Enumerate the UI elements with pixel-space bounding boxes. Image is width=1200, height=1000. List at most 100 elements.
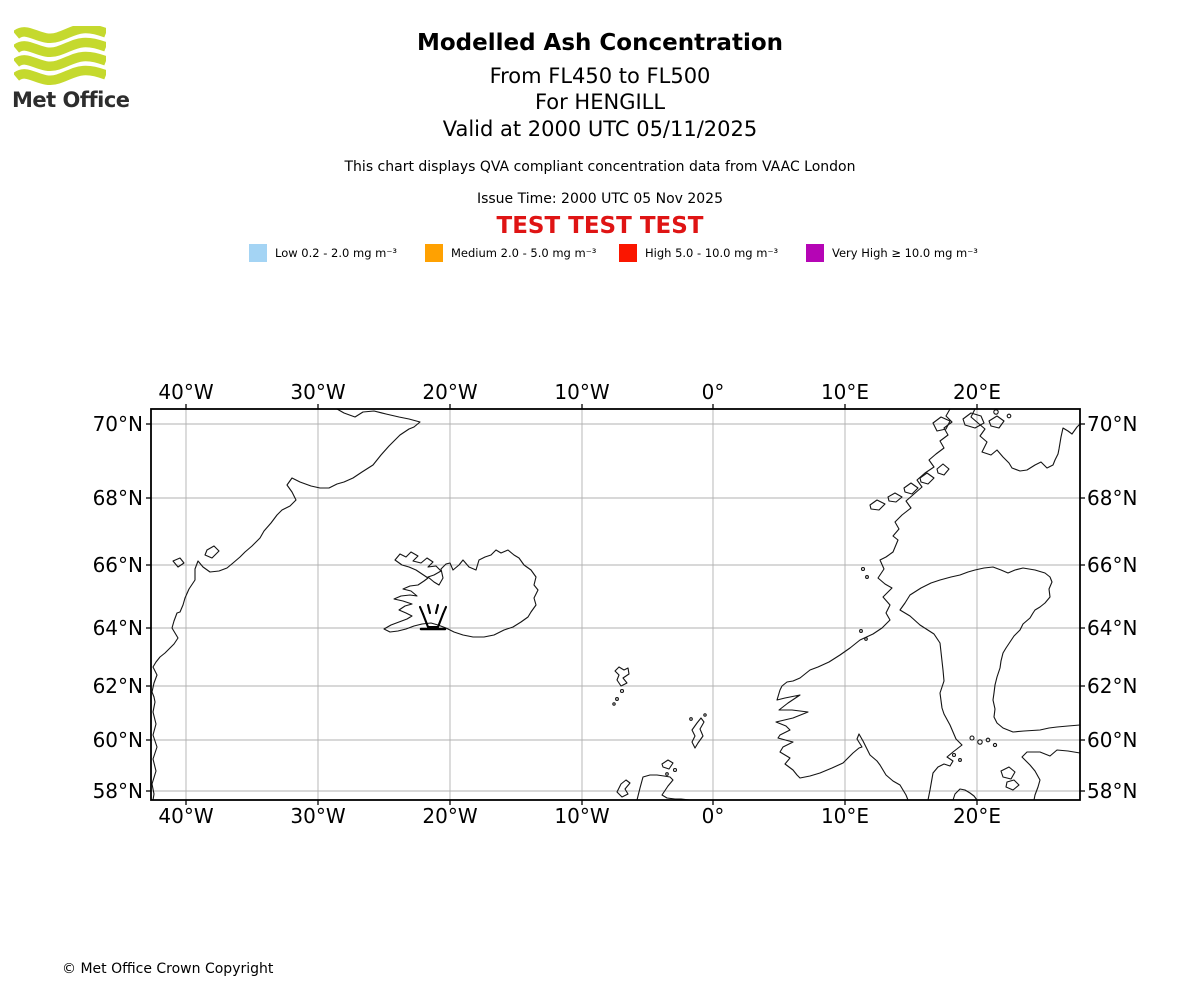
island-lofoten-1	[869, 499, 886, 511]
lon-label-bottom-0: 40°W	[158, 804, 214, 828]
legend-label-low: Low 0.2 - 2.0 mg m⁻³	[275, 246, 398, 260]
island-lofoten-5	[936, 463, 950, 476]
lon-label-top-5: 10°E	[820, 380, 870, 404]
island-faroe-dot-1	[619, 688, 625, 694]
island-orkney	[661, 759, 674, 770]
legend-swatch-high	[619, 244, 637, 262]
island-kvaloya	[988, 415, 1005, 429]
subtitle-flight-levels: From FL450 to FL500	[489, 64, 711, 88]
lon-label-bottom-2: 20°W	[422, 804, 478, 828]
island-lofoten-4	[919, 472, 935, 485]
lon-label-top-3: 10°W	[554, 380, 610, 404]
legend-item-very-high: Very High ≥ 10.0 mg m⁻³	[806, 244, 978, 262]
lat-label-left-5: 60°N	[92, 728, 143, 752]
island-aland-2	[977, 739, 983, 745]
lon-label-bottom-1: 30°W	[290, 804, 346, 828]
island-aland-1	[969, 735, 975, 741]
island-shetland-dot-1	[689, 717, 693, 721]
island-senja	[962, 412, 985, 429]
coastlines	[151, 408, 1081, 801]
lat-label-left-2: 66°N	[92, 553, 143, 577]
legend-item-high: High 5.0 - 10.0 mg m⁻³	[619, 244, 778, 262]
lat-label-left-0: 70°N	[92, 412, 143, 436]
coast-scotland	[636, 774, 691, 801]
island-coastal-dot-2	[865, 575, 869, 579]
lat-label-right-5: 60°N	[1087, 728, 1138, 752]
coast-baltic-bothnia	[899, 566, 1081, 801]
copyright: © Met Office Crown Copyright	[62, 961, 274, 977]
island-hiiumaa	[1005, 779, 1020, 791]
legend-swatch-medium	[425, 244, 443, 262]
island-orkney-dot-2	[665, 772, 669, 776]
volcano-spike-2	[426, 603, 432, 615]
coast-norway-north	[970, 408, 1081, 472]
lat-label-right-3: 64°N	[1087, 616, 1138, 640]
axis-ticks	[146, 404, 1085, 805]
subtitle-valid-time: Valid at 2000 UTC 05/11/2025	[442, 117, 758, 141]
island-stockholm-arch-2	[958, 758, 962, 762]
island-hoy	[616, 779, 631, 798]
test-banner: TEST TEST TEST	[496, 213, 704, 239]
volcano-spike-1	[418, 605, 425, 616]
met-office-logo-text: Met Office	[12, 88, 130, 112]
lat-label-right-2: 66°N	[1087, 553, 1138, 577]
map-border	[150, 408, 1081, 801]
island-lofoten-2	[887, 492, 903, 503]
lon-label-bottom-6: 20°E	[952, 804, 1002, 828]
legend-label-very-high: Very High ≥ 10.0 mg m⁻³	[832, 246, 978, 260]
subtitle-volcano: For HENGILL	[534, 90, 666, 114]
island-norway-dot-1	[1006, 413, 1012, 419]
lon-label-top-4: 0°	[701, 380, 725, 404]
legend-item-medium: Medium 2.0 - 5.0 mg m⁻³	[425, 244, 596, 262]
legend-item-low: Low 0.2 - 2.0 mg m⁻³	[249, 244, 397, 262]
lon-label-bottom-3: 10°W	[554, 804, 610, 828]
volcano-cup	[421, 612, 445, 629]
volcano-marker-hengill	[418, 603, 448, 631]
legend-label-medium: Medium 2.0 - 5.0 mg m⁻³	[451, 246, 597, 260]
legend-swatch-low	[249, 244, 267, 262]
volcano-spike-4	[441, 605, 448, 616]
island-shetland	[691, 717, 705, 749]
lon-label-bottom-5: 10°E	[820, 804, 870, 828]
issue-time: Issue Time: 2000 UTC 05 Nov 2025	[476, 191, 724, 207]
qva-compliance-note: This chart displays QVA compliant concen…	[344, 159, 856, 175]
island-faroe	[614, 666, 630, 687]
lat-label-left-6: 58°N	[92, 779, 143, 803]
island-aland-4	[992, 742, 998, 748]
lat-label-left-4: 62°N	[92, 674, 143, 698]
lat-label-right-6: 58°N	[1087, 779, 1138, 803]
lat-label-left-3: 64°N	[92, 616, 143, 640]
island-greenland-2	[172, 557, 185, 568]
coast-greenland	[151, 408, 421, 801]
lat-label-right-4: 62°N	[1087, 674, 1138, 698]
island-andoya	[932, 416, 951, 432]
lat-label-right-0: 70°N	[1087, 412, 1138, 436]
coast-iceland	[383, 549, 539, 638]
coast-norway-west	[775, 408, 953, 801]
island-faroe-dot-3	[612, 702, 616, 706]
island-lofoten-3	[903, 482, 919, 495]
lat-label-right-1: 68°N	[1087, 486, 1138, 510]
island-coastal-dot-4	[864, 637, 868, 641]
met-office-logo-icon	[14, 26, 106, 85]
island-orkney-dot-1	[672, 767, 678, 773]
gridlines	[151, 409, 1080, 800]
island-saaremaa	[1000, 766, 1016, 780]
island-coastal-dot-1	[860, 566, 866, 572]
legend-label-high: High 5.0 - 10.0 mg m⁻³	[645, 246, 779, 260]
island-greenland-1	[204, 545, 220, 559]
lon-label-top-6: 20°E	[952, 380, 1002, 404]
map	[146, 404, 1085, 805]
lon-label-bottom-4: 0°	[701, 804, 725, 828]
lon-label-top-2: 20°W	[422, 380, 478, 404]
lat-label-left-1: 68°N	[92, 486, 143, 510]
page-title: Modelled Ash Concentration	[416, 30, 784, 56]
island-tromso-dot	[993, 409, 999, 415]
island-stockholm-arch-1	[951, 752, 957, 758]
island-faroe-dot-2	[615, 697, 619, 701]
legend-swatch-very-high	[806, 244, 824, 262]
lon-label-top-1: 30°W	[290, 380, 346, 404]
island-shetland-dot-2	[703, 713, 707, 717]
island-coastal-dot-3	[859, 629, 863, 633]
